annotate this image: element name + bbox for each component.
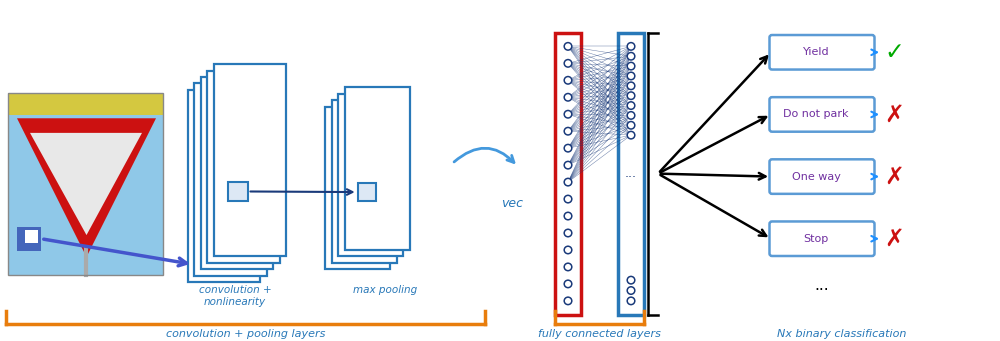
Circle shape (564, 128, 572, 135)
Bar (618, 32, 644, 315)
FancyBboxPatch shape (769, 159, 874, 194)
Text: convolution + pooling layers: convolution + pooling layers (166, 329, 325, 340)
Circle shape (564, 110, 572, 118)
Text: ✗: ✗ (884, 102, 904, 127)
Bar (325, 106, 390, 269)
Text: ...: ... (815, 278, 829, 293)
Circle shape (627, 92, 635, 100)
Bar (8, 93, 163, 115)
Circle shape (564, 212, 572, 220)
Polygon shape (30, 133, 142, 235)
Circle shape (564, 161, 572, 169)
Circle shape (564, 178, 572, 186)
Bar (207, 71, 280, 263)
Circle shape (564, 145, 572, 152)
Text: max pooling: max pooling (353, 285, 417, 295)
Circle shape (564, 280, 572, 288)
Text: Yield: Yield (803, 47, 829, 57)
Circle shape (564, 60, 572, 67)
FancyBboxPatch shape (769, 97, 874, 132)
Bar (8, 115, 163, 275)
Circle shape (564, 195, 572, 203)
Circle shape (627, 297, 635, 305)
Polygon shape (17, 118, 156, 257)
Circle shape (627, 72, 635, 80)
Text: Nx binary classification: Nx binary classification (777, 329, 907, 340)
Text: vec: vec (501, 197, 523, 210)
Bar (17, 227, 41, 251)
Bar (338, 94, 403, 256)
Text: Stop: Stop (803, 234, 829, 244)
Circle shape (564, 229, 572, 237)
Circle shape (564, 76, 572, 84)
Circle shape (627, 121, 635, 129)
Circle shape (627, 131, 635, 139)
Text: fully connected layers: fully connected layers (538, 329, 661, 340)
Circle shape (627, 62, 635, 70)
Circle shape (627, 287, 635, 294)
Bar (25, 229, 38, 243)
Circle shape (564, 93, 572, 101)
Bar (358, 183, 376, 201)
Bar (344, 87, 410, 250)
Text: Do not park: Do not park (783, 109, 849, 119)
Bar (8, 93, 163, 275)
Bar (214, 64, 286, 256)
Circle shape (627, 43, 635, 50)
Bar (228, 182, 248, 201)
Bar (194, 83, 266, 276)
Text: ...: ... (625, 167, 637, 180)
Text: ✓: ✓ (884, 40, 904, 64)
Circle shape (627, 112, 635, 119)
Text: convolution +
nonlinearity: convolution + nonlinearity (199, 285, 271, 307)
Bar (188, 90, 260, 282)
Circle shape (564, 263, 572, 271)
Circle shape (564, 43, 572, 50)
Bar (555, 32, 581, 315)
Circle shape (564, 246, 572, 254)
Bar (201, 77, 273, 269)
Circle shape (627, 277, 635, 284)
FancyBboxPatch shape (769, 221, 874, 256)
Text: ✗: ✗ (884, 165, 904, 189)
FancyBboxPatch shape (769, 35, 874, 70)
Text: ✗: ✗ (884, 227, 904, 251)
Circle shape (627, 82, 635, 90)
Circle shape (627, 53, 635, 60)
Bar (332, 100, 396, 263)
Circle shape (627, 102, 635, 109)
Circle shape (564, 297, 572, 305)
Text: One way: One way (792, 172, 840, 181)
